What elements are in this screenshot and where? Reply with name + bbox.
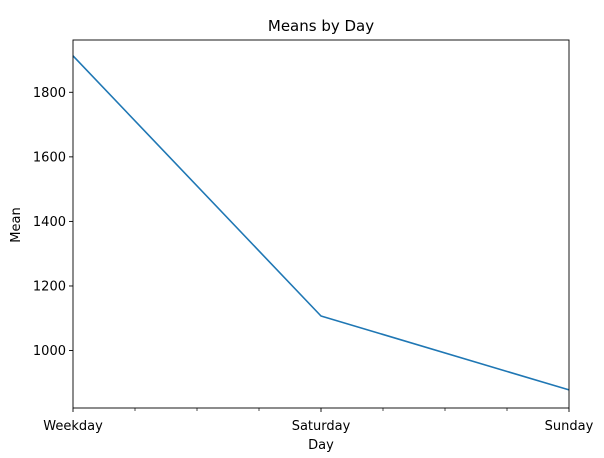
y-tick-label: 1600 — [33, 150, 66, 165]
plot-frame — [72, 39, 570, 409]
series-line — [72, 55, 570, 391]
x-axis-title: Day — [308, 438, 334, 453]
y-tick-label: 1800 — [33, 86, 66, 101]
x-tick-label: Saturday — [292, 419, 351, 434]
x-tick-label: Weekday — [43, 419, 103, 434]
chart-title: Means by Day — [268, 17, 374, 35]
y-tick-label: 1400 — [33, 215, 66, 230]
y-tick-label: 1200 — [33, 279, 66, 294]
plot-area: 1000 1200 1400 1600 1800 Weekday Saturday Sunda… — [33, 39, 594, 434]
x-tick-label: Sunday — [545, 419, 594, 434]
y-axis-title: Mean — [9, 207, 24, 242]
y-tick-label: 1000 — [33, 344, 66, 359]
